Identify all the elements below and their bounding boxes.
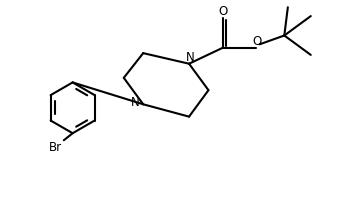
Text: O: O [252,35,261,48]
Text: Br: Br [48,141,62,154]
Text: O: O [218,5,227,18]
Text: N: N [186,51,195,64]
Text: N: N [131,96,140,109]
